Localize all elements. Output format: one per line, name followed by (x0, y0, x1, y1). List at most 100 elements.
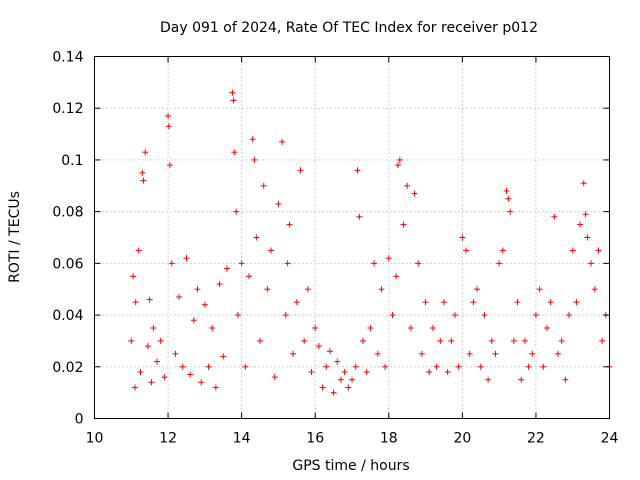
data-point (205, 363, 212, 370)
data-point (220, 353, 227, 360)
data-point (433, 363, 440, 370)
data-point (371, 260, 378, 267)
data-point (481, 312, 488, 319)
data-point (301, 337, 308, 344)
data-point (142, 149, 149, 156)
data-point (315, 343, 322, 350)
x-tick-label: 24 (601, 431, 619, 447)
data-point (282, 312, 289, 319)
data-point (131, 384, 138, 391)
data-point (172, 350, 179, 357)
data-point (198, 379, 205, 386)
data-point (194, 286, 201, 293)
data-point (293, 299, 300, 306)
data-point (286, 221, 293, 228)
data-point (161, 374, 168, 381)
data-point (382, 363, 389, 370)
data-point (253, 234, 260, 241)
data-point (130, 273, 137, 280)
data-point (448, 337, 455, 344)
data-point (426, 368, 433, 375)
data-point (190, 317, 197, 324)
data-point (128, 337, 135, 344)
data-point (168, 260, 175, 267)
data-points (128, 89, 613, 396)
y-tick-label: 0.1 (61, 153, 83, 169)
data-point (234, 312, 241, 319)
data-point (485, 376, 492, 383)
y-tick-label: 0.04 (52, 308, 83, 324)
data-point (440, 299, 447, 306)
data-point (201, 301, 208, 308)
data-point (352, 363, 359, 370)
data-point (132, 299, 139, 306)
data-point (230, 97, 237, 104)
data-point (140, 177, 147, 184)
data-point (415, 260, 422, 267)
data-point (521, 337, 528, 344)
data-point (275, 200, 282, 207)
data-point (580, 180, 587, 187)
data-point (176, 293, 183, 300)
chart-title: Day 091 of 2024, Rate Of TEC Index for r… (160, 20, 538, 36)
data-point (251, 156, 258, 163)
data-point (558, 337, 565, 344)
data-point (573, 299, 580, 306)
data-point (363, 368, 370, 375)
data-point (422, 299, 429, 306)
data-point (284, 260, 291, 267)
data-point (499, 247, 506, 254)
data-point (396, 156, 403, 163)
data-point (264, 286, 271, 293)
data-point (584, 234, 591, 241)
data-point (146, 296, 153, 303)
data-point (183, 255, 190, 262)
data-point (514, 299, 521, 306)
data-point (551, 213, 558, 220)
data-point (319, 384, 326, 391)
data-point (566, 312, 573, 319)
data-point (599, 337, 606, 344)
y-tick-label: 0.02 (52, 360, 83, 376)
data-point (144, 343, 151, 350)
y-tick-label: 0.08 (52, 205, 83, 221)
data-point (323, 363, 330, 370)
x-tick-label: 22 (527, 431, 545, 447)
data-point (452, 312, 458, 319)
data-point (231, 149, 238, 156)
data-point (165, 112, 172, 119)
data-point (470, 299, 477, 306)
data-point (385, 255, 392, 262)
data-point (165, 123, 172, 130)
data-point (308, 368, 315, 375)
data-point (260, 182, 267, 189)
data-point (503, 187, 510, 194)
x-tick-label: 18 (380, 431, 398, 447)
data-point (407, 325, 414, 331)
data-point (444, 368, 451, 375)
data-point (374, 350, 381, 357)
y-tick-label: 0.14 (52, 50, 83, 66)
data-point (582, 211, 589, 218)
data-point (418, 350, 425, 357)
data-point (547, 299, 554, 306)
data-point (389, 312, 396, 319)
data-point (507, 208, 514, 215)
data-point (290, 350, 297, 357)
data-point (591, 286, 598, 293)
data-point (354, 167, 361, 174)
data-point (326, 348, 333, 355)
data-point (229, 89, 236, 96)
data-point (349, 376, 355, 383)
x-axis-title: GPS time / hours (292, 458, 409, 474)
y-axis-title: ROTI / TECUs (7, 191, 23, 283)
data-point (595, 247, 602, 254)
data-point (529, 350, 536, 357)
data-point (334, 358, 341, 365)
data-point (569, 247, 576, 254)
data-point (496, 260, 503, 267)
data-point (411, 190, 418, 197)
data-point (137, 368, 144, 375)
data-point (212, 384, 219, 391)
data-point (233, 208, 240, 215)
